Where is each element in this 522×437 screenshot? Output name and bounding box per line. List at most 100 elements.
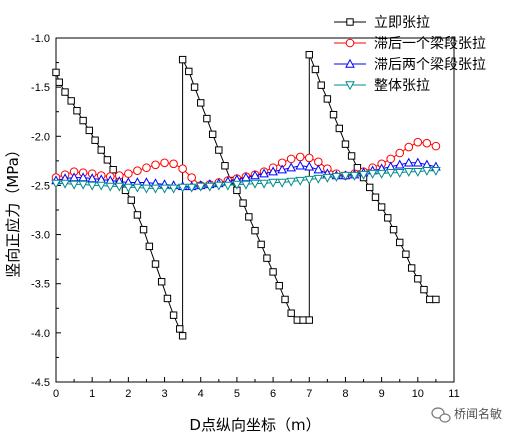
data-point [169,311,178,319]
x-tick-label: 6 [270,388,276,400]
data-point [185,67,193,76]
data-point [109,166,117,174]
data-point [232,180,242,190]
data-point [176,325,184,333]
data-point [323,95,332,103]
data-point [127,196,135,204]
data-point [73,107,81,115]
data-point [160,158,169,168]
legend-label: 立即张拉 [374,15,430,31]
data-point [259,179,269,189]
data-point [295,176,306,186]
x-tick-label: 0 [53,388,59,400]
x-tick-label: 9 [379,388,385,400]
data-point [141,184,152,194]
data-point [277,178,287,188]
legend-item: 整体张拉 [334,78,430,94]
data-point [178,164,187,174]
data-point [204,182,215,192]
data-point [245,213,253,221]
x-axis-ticks: 0 1 2 3 4 5 6 7 8 9 10 11 [53,377,460,400]
x-tick-label: 8 [342,388,348,400]
data-point [341,140,350,148]
wechat-icon [431,407,451,423]
data-point [208,130,217,139]
data-point [335,124,344,133]
data-point [414,275,422,283]
data-point [213,181,224,191]
data-point [329,110,338,119]
data-point [422,166,432,176]
data-point [251,226,259,235]
data-point [187,173,196,182]
data-point [178,55,187,64]
data-point [295,160,306,170]
data-point [124,169,133,178]
data-point [395,148,405,158]
data-point [177,183,188,193]
data-point [311,65,320,74]
data-point [150,184,161,194]
data-point [403,157,414,167]
data-point [377,203,386,211]
data-point [159,184,170,194]
data-point [163,294,172,303]
y-axis-ticks: -1.0 -1.5 -2.0 -2.5 -3.0 -3.5 -4.0 -4.5 [31,33,61,389]
data-point [169,159,178,169]
data-point [426,295,434,304]
y-tick-label: -3.0 [31,230,50,242]
data-point [123,183,134,193]
legend-item: 滞后一个梁段张拉 [334,36,486,52]
data-point [394,168,405,178]
legend-marker [345,38,355,48]
data-point [133,166,142,175]
x-tick-label: 4 [198,388,204,400]
data-point [313,164,324,174]
data-point [305,316,313,324]
data-point [51,179,61,189]
data-point [79,116,87,125]
data-point [239,199,247,207]
data-point [412,167,423,177]
series-layer [51,51,441,340]
series-1 [52,51,440,340]
data-point [402,250,410,258]
data-point [132,183,143,193]
data-point [250,170,260,180]
data-point [52,68,60,77]
data-point [304,175,315,185]
x-tick-label: 11 [448,388,459,400]
data-point [151,260,160,268]
data-point [61,88,69,96]
data-point [431,166,441,176]
y-tick-label: -4.0 [31,328,50,340]
data-point [286,154,296,164]
data-point [221,162,229,170]
data-point [317,81,325,89]
data-point [384,214,392,222]
data-point [85,126,93,135]
data-point [197,99,205,107]
data-point [67,97,75,105]
data-point [91,136,99,144]
data-point [259,168,269,178]
x-tick-label: 1 [89,388,95,400]
data-point [420,285,428,294]
data-point [178,332,187,340]
series-4 [51,166,441,194]
data-point [96,181,107,191]
y-axis-title: 竖向正应力（MPa） [4,142,22,278]
data-point [349,171,360,181]
data-point [322,173,333,183]
y-tick-label: -1.0 [31,33,50,45]
data-point [69,180,79,190]
data-point [145,242,154,251]
data-point [367,169,378,179]
data-point [168,184,179,194]
data-point [97,146,105,154]
x-tick-label: 10 [412,388,424,400]
y-tick-label: -1.5 [31,82,50,94]
data-point [412,157,423,167]
data-point [223,181,233,191]
